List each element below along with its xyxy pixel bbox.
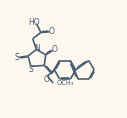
- Text: HO: HO: [28, 18, 39, 27]
- Text: O: O: [52, 45, 58, 54]
- Text: S: S: [14, 53, 19, 62]
- Text: OCH₃: OCH₃: [57, 80, 74, 86]
- Text: S: S: [28, 65, 33, 74]
- Text: O: O: [49, 27, 55, 36]
- Text: N: N: [34, 44, 40, 53]
- Text: O: O: [43, 75, 49, 84]
